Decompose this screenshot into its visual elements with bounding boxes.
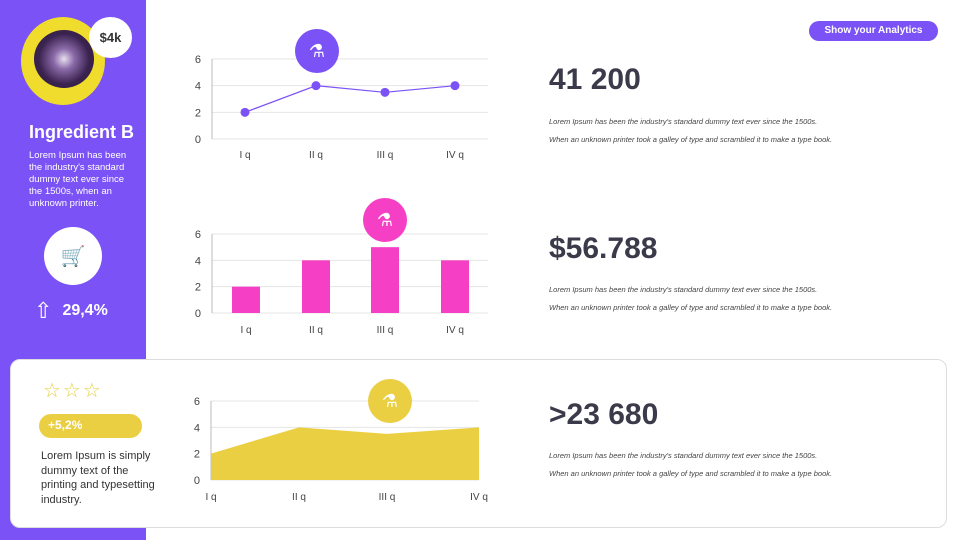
x-tick-label: III q xyxy=(377,150,394,161)
bar xyxy=(232,286,260,313)
flask-icon: ⚗ xyxy=(368,379,412,423)
desc-line: Lorem Ipsum has been the industry's stan… xyxy=(549,117,818,126)
series-line xyxy=(244,85,456,113)
flask-icon: ⚗ xyxy=(295,29,339,73)
y-tick-label: 4 xyxy=(195,255,201,267)
data-point xyxy=(380,87,390,97)
y-tick-label: 6 xyxy=(194,396,200,408)
stat-description-3: Lorem Ipsum has been the industry's stan… xyxy=(549,447,832,483)
ingredient-title: Ingredient B xyxy=(29,122,135,142)
x-tick-label: III q xyxy=(379,492,396,503)
data-point xyxy=(240,107,250,117)
x-tick-label: IV q xyxy=(470,492,488,503)
arrow-up-icon: ⇧ xyxy=(34,298,53,323)
y-tick-label: 0 xyxy=(194,475,200,487)
stat-value-3: >23 680 xyxy=(549,398,659,431)
desc-line: When an unknown printer took a galley of… xyxy=(549,135,833,144)
y-tick-label: 6 xyxy=(195,54,201,66)
growth-value: 29,4% xyxy=(62,302,108,319)
data-point xyxy=(450,81,460,91)
bar xyxy=(371,247,399,313)
x-tick-label: II q xyxy=(309,150,323,161)
shopping-cart-icon[interactable]: 🛒 xyxy=(44,227,102,285)
x-tick-label: II q xyxy=(309,325,323,336)
x-tick-label: I q xyxy=(239,150,250,161)
bar xyxy=(441,260,469,313)
y-tick-label: 6 xyxy=(195,229,201,241)
desc-line: When an unknown printer took a galley of… xyxy=(549,303,833,312)
y-tick-label: 2 xyxy=(195,107,201,119)
star-rating[interactable]: ☆☆☆ xyxy=(43,380,103,402)
x-tick-label: I q xyxy=(205,492,216,503)
y-tick-label: 2 xyxy=(194,449,200,461)
card-description: Lorem Ipsum is simply dummy text of the … xyxy=(41,450,155,506)
y-tick-label: 4 xyxy=(195,81,201,93)
desc-line: Lorem Ipsum has been the industry's stan… xyxy=(549,285,818,294)
bar xyxy=(302,260,330,313)
stat-description-1: Lorem Ipsum has been the industry's stan… xyxy=(549,113,832,149)
x-tick-label: IV q xyxy=(446,325,464,336)
data-point xyxy=(311,81,321,91)
ingredient-description: Lorem Ipsum has been the industry's stan… xyxy=(29,150,127,209)
desc-line: When an unknown printer took a galley of… xyxy=(549,469,833,478)
stat-description-2: Lorem Ipsum has been the industry's stan… xyxy=(549,281,832,317)
price-badge: $4k xyxy=(89,17,132,58)
desc-line: Lorem Ipsum has been the industry's stan… xyxy=(549,451,818,460)
x-tick-label: IV q xyxy=(446,150,464,161)
stat-value-1: 41 200 xyxy=(549,63,641,96)
flask-icon: ⚗ xyxy=(363,198,407,242)
change-pill: +5,2% xyxy=(39,414,142,438)
y-tick-label: 2 xyxy=(195,282,201,294)
y-tick-label: 4 xyxy=(194,422,200,434)
area-fill xyxy=(211,427,479,480)
y-tick-label: 0 xyxy=(195,308,201,320)
y-tick-label: 0 xyxy=(195,134,201,146)
show-analytics-button[interactable]: Show your Analytics xyxy=(809,21,938,41)
stat-value-2: $56.788 xyxy=(549,232,658,265)
growth-stat: ⇧ 29,4% xyxy=(34,298,108,324)
x-tick-label: II q xyxy=(292,492,306,503)
x-tick-label: III q xyxy=(377,325,394,336)
x-tick-label: I q xyxy=(240,325,251,336)
